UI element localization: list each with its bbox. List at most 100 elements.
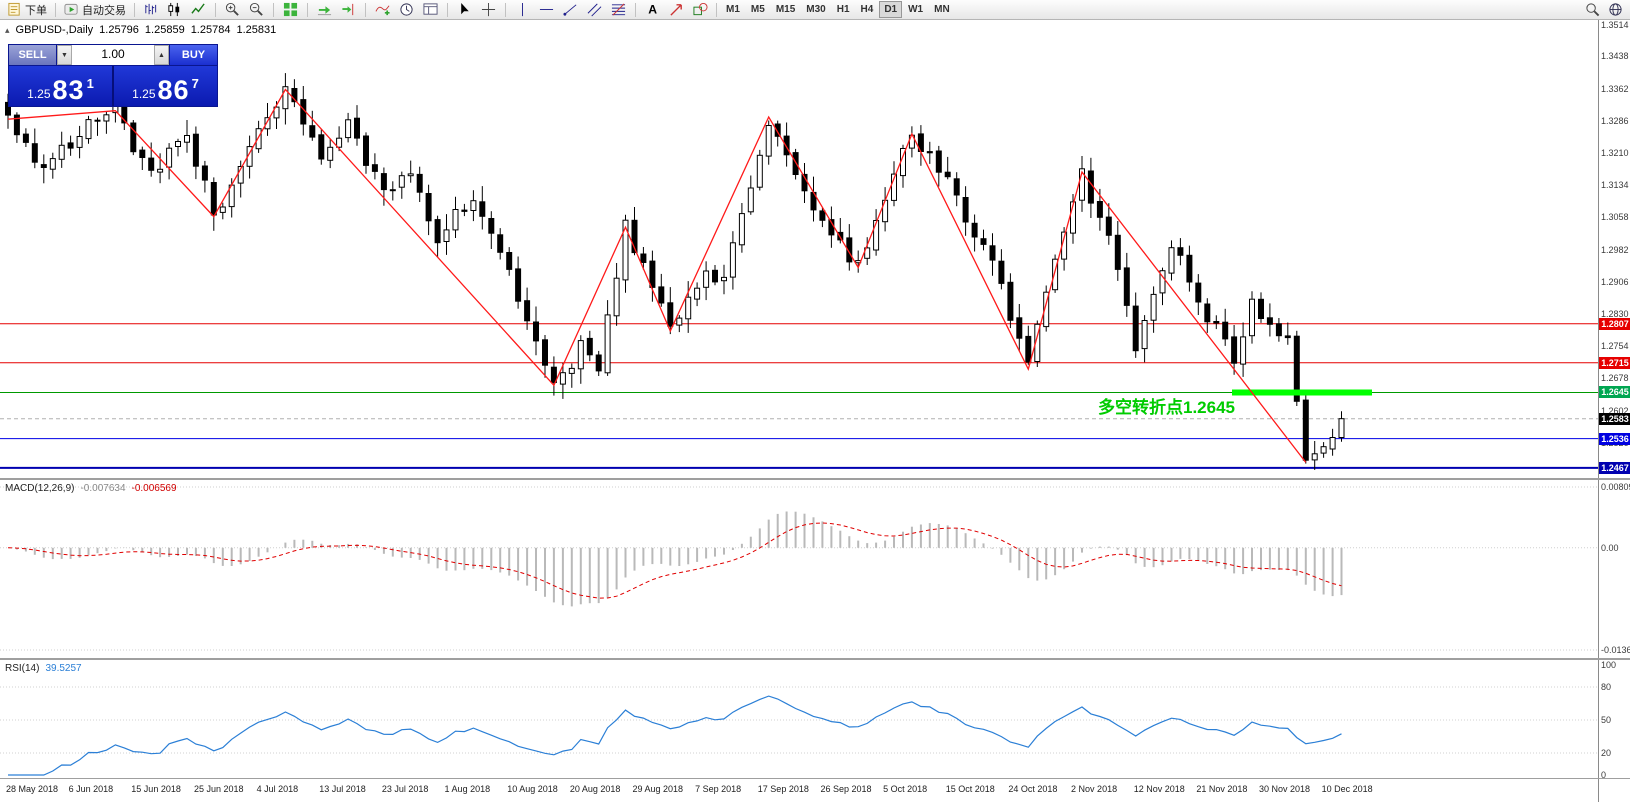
auto-scroll-button[interactable] bbox=[313, 1, 336, 19]
date-label: 21 Nov 2018 bbox=[1196, 784, 1248, 794]
crosshair-button[interactable] bbox=[477, 1, 500, 19]
panel-separator[interactable] bbox=[0, 478, 1630, 480]
candlestick-button[interactable] bbox=[163, 1, 186, 19]
line-chart-button[interactable] bbox=[187, 1, 210, 19]
chart-shift-icon bbox=[341, 2, 356, 17]
templates-button[interactable] bbox=[419, 1, 442, 19]
vertical-line-button[interactable] bbox=[511, 1, 534, 19]
panel-separator bbox=[0, 778, 1630, 779]
cursor-button[interactable] bbox=[453, 1, 476, 19]
date-label: 7 Sep 2018 bbox=[695, 784, 742, 794]
axis-label: 1.3058 bbox=[1601, 212, 1629, 223]
rsi-name: RSI(14) bbox=[5, 663, 40, 674]
date-label: 2 Nov 2018 bbox=[1071, 784, 1118, 794]
buy-price-button[interactable]: 1.25 86 7 bbox=[114, 66, 217, 106]
timeframe-m30-button[interactable]: M30 bbox=[801, 1, 830, 18]
collapse-icon[interactable]: ▴ bbox=[5, 24, 10, 35]
volume-up-button[interactable]: ▲ bbox=[154, 45, 169, 65]
zoom-in-icon bbox=[225, 2, 240, 17]
search-button[interactable] bbox=[1581, 1, 1604, 19]
order-button[interactable]: 下单 bbox=[3, 1, 51, 19]
volume-down-button[interactable]: ▼ bbox=[57, 45, 72, 65]
date-label: 15 Oct 2018 bbox=[945, 784, 995, 794]
macd-panel[interactable]: MACD(12,26,9) -0.007634 -0.006569 bbox=[0, 480, 1598, 658]
timeframe-m1-button[interactable]: M1 bbox=[721, 1, 745, 18]
price-level-chip: 1.2715 bbox=[1599, 356, 1630, 369]
timeframe-d1-button[interactable]: D1 bbox=[879, 1, 903, 18]
shapes-tool-button[interactable] bbox=[689, 1, 712, 19]
timeframe-m5-button[interactable]: M5 bbox=[746, 1, 770, 18]
text-tool-icon: A bbox=[645, 2, 660, 17]
cursor-icon bbox=[457, 2, 472, 17]
trendline-icon bbox=[563, 2, 578, 17]
timeframe-m15-button[interactable]: M15 bbox=[771, 1, 800, 18]
autotrading-button-label: 自动交易 bbox=[82, 4, 126, 17]
toolbar-separator bbox=[215, 2, 216, 17]
buy-button[interactable]: BUY bbox=[169, 45, 217, 65]
symbol-period: GBPUSD-,Daily bbox=[15, 24, 94, 36]
rsi-panel[interactable]: RSI(14) 39.5257 bbox=[0, 660, 1598, 779]
price-chart-panel[interactable]: ▴ GBPUSD-,Daily 1.25796 1.25859 1.25784 … bbox=[0, 20, 1598, 478]
axis-label: 1.3514 bbox=[1601, 20, 1629, 30]
axis-label: 100 bbox=[1601, 660, 1617, 670]
price-level-chip: 1.2536 bbox=[1599, 432, 1630, 445]
axis-label: 1.2754 bbox=[1601, 341, 1629, 352]
sell-price-button[interactable]: 1.25 83 1 bbox=[9, 66, 114, 106]
tile-windows-button[interactable] bbox=[279, 1, 302, 19]
date-label: 25 Jun 2018 bbox=[193, 784, 244, 794]
date-label: 4 Jul 2018 bbox=[256, 784, 299, 794]
axis-label: 0.00809 bbox=[1601, 482, 1630, 492]
rsi-chart[interactable] bbox=[0, 660, 1598, 779]
date-label: 26 Sep 2018 bbox=[820, 784, 872, 794]
timeframe-h4-button[interactable]: H4 bbox=[856, 1, 879, 18]
toolbar-separator bbox=[307, 2, 308, 17]
bar-chart-button[interactable] bbox=[139, 1, 162, 19]
candlestick-chart[interactable] bbox=[0, 20, 1598, 478]
timeframe-w1-button[interactable]: W1 bbox=[903, 1, 928, 18]
autotrading-button[interactable]: 自动交易 bbox=[60, 1, 130, 19]
toolbar-separator bbox=[505, 2, 506, 17]
sell-button[interactable]: SELL bbox=[9, 45, 57, 65]
price-level-chip: 1.2807 bbox=[1599, 317, 1630, 330]
zoom-in-button[interactable] bbox=[221, 1, 244, 19]
globe-icon bbox=[1608, 2, 1623, 17]
channel-button[interactable] bbox=[583, 1, 606, 19]
axis-label: 1.3438 bbox=[1601, 51, 1629, 62]
zoom-out-button[interactable] bbox=[245, 1, 268, 19]
text-tool-button[interactable]: A bbox=[641, 1, 664, 19]
periodicity-icon bbox=[399, 2, 414, 17]
chart-shift-button[interactable] bbox=[337, 1, 360, 19]
horizontal-line-button[interactable] bbox=[535, 1, 558, 19]
timeframe-mn-button[interactable]: MN bbox=[929, 1, 955, 18]
quote-header: ▴ GBPUSD-,Daily 1.25796 1.25859 1.25784 … bbox=[5, 24, 276, 36]
arrow-tool-icon bbox=[669, 2, 684, 17]
panel-separator[interactable] bbox=[0, 658, 1630, 660]
price-level-chip: 1.2645 bbox=[1599, 386, 1630, 399]
indicators-button[interactable] bbox=[371, 1, 394, 19]
date-axis[interactable]: 28 May 2018 6 Jun 2018 15 Jun 2018 25 Jun 2… bbox=[0, 779, 1598, 802]
periodicity-button[interactable] bbox=[395, 1, 418, 19]
price-axis[interactable]: 1.3514 1.3438 1.3362 1.3286 1.3210 1.3134 1.30… bbox=[1598, 20, 1630, 802]
date-label: 28 May 2018 bbox=[6, 784, 59, 794]
date-label: 20 Aug 2018 bbox=[569, 784, 621, 794]
arrow-tool-button[interactable] bbox=[665, 1, 688, 19]
horizontal-line-icon bbox=[539, 2, 554, 17]
trendline-button[interactable] bbox=[559, 1, 582, 19]
volume-input[interactable]: 1.00 bbox=[72, 45, 154, 65]
fibonacci-button[interactable] bbox=[607, 1, 630, 19]
timeframe-h1-button[interactable]: H1 bbox=[832, 1, 855, 18]
candlestick-icon bbox=[167, 2, 182, 17]
rsi-label: RSI(14) 39.5257 bbox=[5, 663, 82, 674]
macd-chart[interactable] bbox=[0, 480, 1598, 658]
price-level-chip: 1.2467 bbox=[1599, 461, 1630, 474]
pivot-annotation: 多空转折点1.2645 bbox=[1098, 398, 1235, 417]
globe-button[interactable] bbox=[1604, 1, 1627, 19]
indicators-icon bbox=[375, 2, 390, 17]
date-label: 17 Sep 2018 bbox=[757, 784, 809, 794]
date-label: 10 Dec 2018 bbox=[1321, 784, 1373, 794]
toolbar-separator bbox=[134, 2, 135, 17]
date-label: 24 Oct 2018 bbox=[1008, 784, 1058, 794]
toolbar-separator bbox=[365, 2, 366, 17]
date-label: 10 Aug 2018 bbox=[507, 784, 558, 794]
axis-label: 1.2982 bbox=[1601, 244, 1629, 255]
